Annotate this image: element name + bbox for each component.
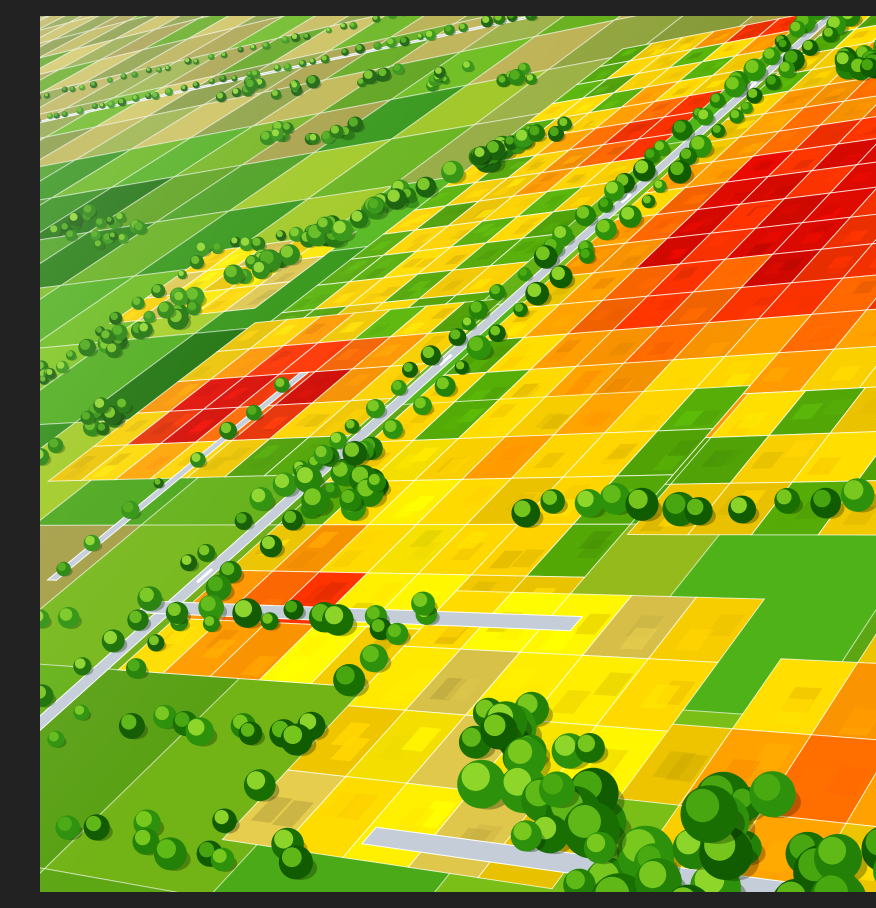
field-heatmap-scene xyxy=(40,16,876,892)
aerial-farmland-heatmap xyxy=(40,16,876,892)
